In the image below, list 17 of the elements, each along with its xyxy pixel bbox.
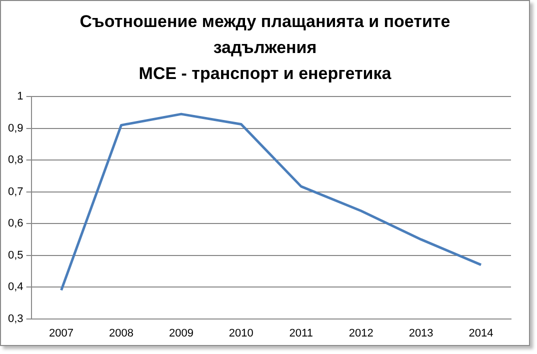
y-tick-label: 1 <box>17 90 24 103</box>
y-tick-label: 0,9 <box>8 122 24 134</box>
x-tick-label: 2007 <box>49 327 74 340</box>
chart-title: Съотношение между плащанията и поетите задължения МСЕ - транспорт и енергетика <box>78 11 452 85</box>
x-tick-label: 2009 <box>168 327 194 340</box>
y-tick-label: 0,3 <box>8 312 24 325</box>
y-tick-label: 0,7 <box>8 186 24 198</box>
y-tick-label: 0,8 <box>8 154 24 166</box>
x-tick-label: 2010 <box>228 327 254 340</box>
x-tick-label: 2014 <box>468 327 494 340</box>
x-tick-label: 2011 <box>289 327 313 340</box>
y-tick-label: 0,4 <box>8 281 24 294</box>
x-tick-label: 2008 <box>108 327 134 340</box>
x-tick-label: 2013 <box>408 327 434 340</box>
y-tick-label: 0,5 <box>8 249 24 262</box>
x-tick-label: 2012 <box>348 327 374 340</box>
y-tick-label: 0,6 <box>8 218 24 230</box>
